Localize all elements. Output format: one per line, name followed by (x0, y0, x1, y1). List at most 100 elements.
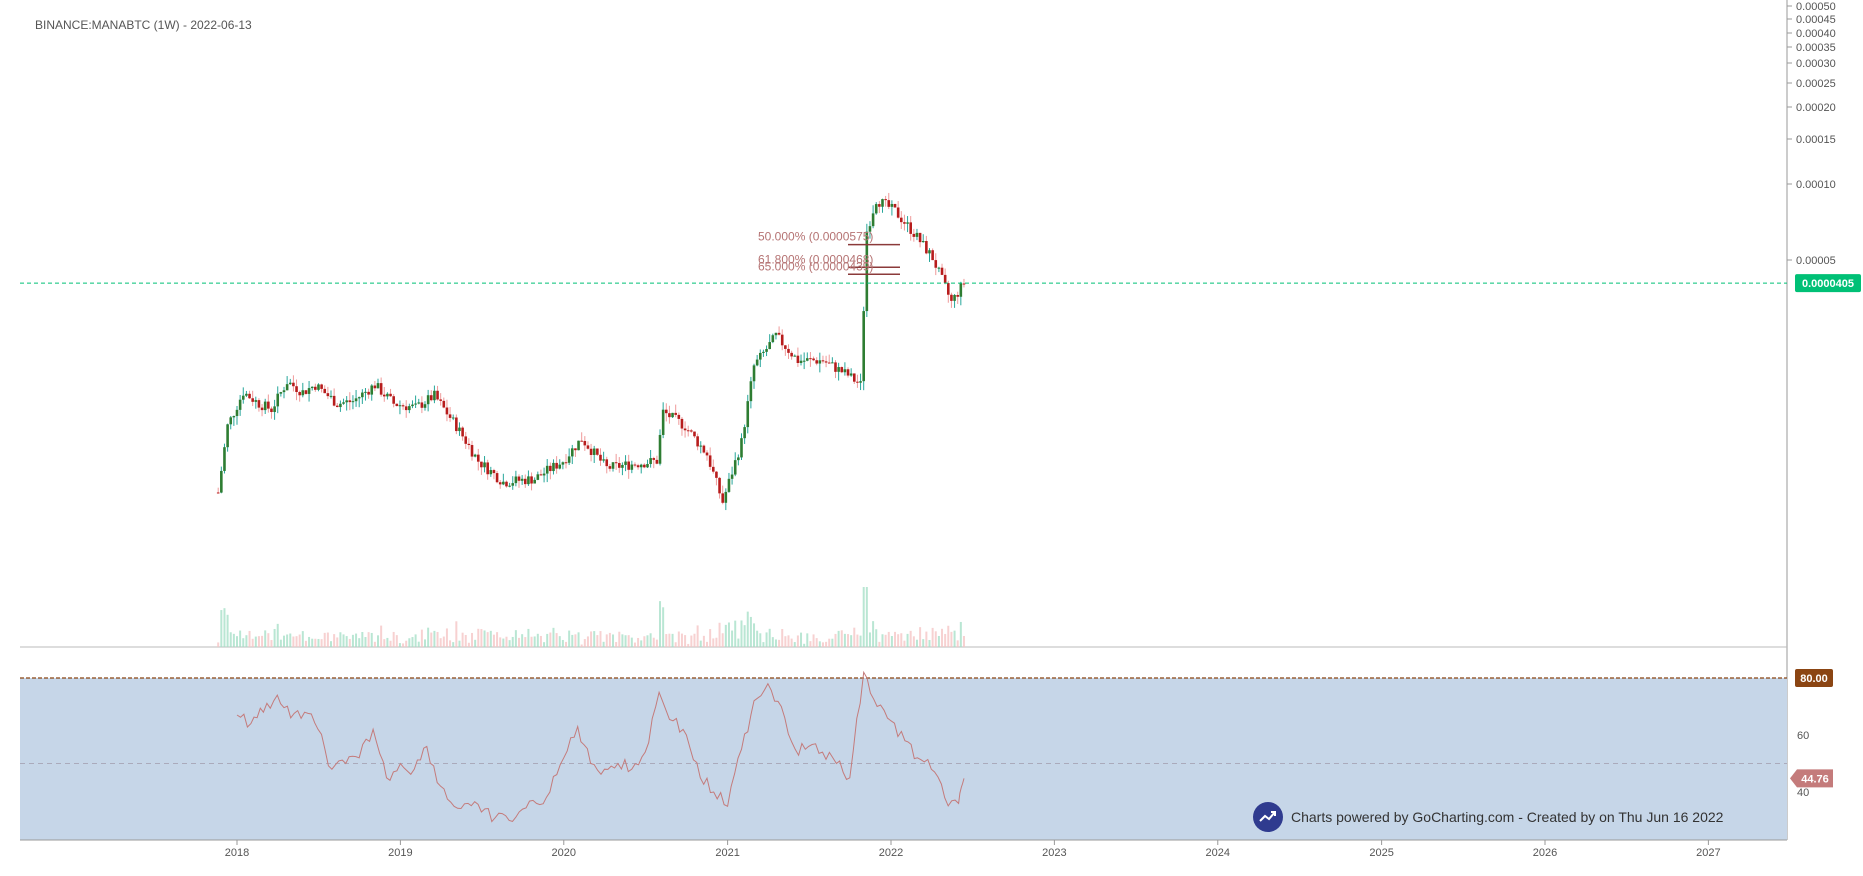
volume-bar (762, 642, 765, 647)
candle-body (752, 365, 756, 382)
volume-bar (859, 635, 862, 647)
volume-bar (815, 638, 818, 647)
candle-body (433, 390, 436, 401)
candle-body (630, 464, 634, 470)
candle-body (574, 448, 577, 451)
candle-body (865, 231, 869, 312)
volume-bar (668, 633, 671, 647)
volume-bar (706, 641, 709, 647)
candle-body (727, 478, 731, 492)
volume-bar (652, 637, 655, 647)
rsi-last-tag (1790, 769, 1833, 788)
candle-body (699, 445, 703, 447)
time-tick-label: 2022 (879, 847, 903, 859)
watermark: Charts powered by GoCharting.com - Creat… (1253, 802, 1723, 832)
volume-bar (774, 639, 777, 647)
candle-body (414, 403, 417, 405)
candle-body (345, 400, 348, 403)
candle-body (749, 381, 753, 402)
candle-body (342, 402, 345, 404)
volume-bar (778, 639, 781, 647)
volume-bar (226, 614, 229, 647)
candle-body (746, 401, 750, 428)
volume-bar (756, 630, 759, 647)
candle-body (373, 385, 377, 389)
candle-body (370, 385, 374, 395)
candle-body (555, 462, 558, 469)
candle-body (492, 470, 496, 474)
candle-body (696, 436, 699, 447)
rsi-tick-label: 60 (1797, 730, 1809, 742)
volume-bar (433, 630, 436, 647)
volume-bar (311, 638, 314, 647)
candle-body (664, 409, 668, 414)
volume-bar (336, 637, 339, 647)
volume-bar (887, 631, 890, 647)
candle-body (527, 476, 530, 485)
candle-body (680, 418, 684, 429)
candle-body (611, 462, 615, 469)
volume-bar (627, 635, 630, 647)
candle-body (461, 427, 464, 437)
volume-bar (953, 630, 956, 647)
volume-bar (890, 636, 893, 647)
candle-body (649, 458, 652, 465)
candle-body (480, 461, 483, 468)
volume-bar (590, 631, 593, 647)
candle-body (633, 464, 637, 466)
volume-bar (273, 628, 276, 647)
rsi-overbought-label: 80.00 (1800, 673, 1828, 685)
volume-bar (257, 636, 260, 647)
candle-body (881, 199, 884, 207)
volume-bar (680, 633, 683, 647)
candle-body (404, 406, 408, 411)
candle-body (426, 395, 430, 405)
volume-bar (796, 635, 799, 647)
candle-body (220, 470, 223, 493)
volume-bar (731, 630, 734, 647)
candle-body (455, 417, 458, 432)
time-tick-label: 2026 (1533, 847, 1557, 859)
price-tick-label: 0.00020 (1796, 102, 1836, 114)
volume-bar (518, 637, 521, 647)
candle-body (768, 342, 771, 350)
volume-bar (928, 639, 931, 647)
volume-bar (323, 632, 326, 647)
volume-bar (452, 642, 455, 647)
volume-bar (345, 636, 348, 647)
volume-bar (868, 632, 871, 647)
candle-body (298, 392, 301, 396)
candle-body (467, 443, 471, 446)
volume-bar (449, 640, 452, 647)
candle-body (652, 458, 656, 460)
candle-body (740, 438, 743, 458)
candle-body (270, 408, 273, 413)
volume-bar (818, 641, 821, 647)
candle-body (878, 204, 881, 207)
volume-bar (330, 641, 333, 647)
candle-body (348, 400, 352, 403)
candle-body (893, 203, 897, 208)
watermark-text: Charts powered by GoCharting.com - Creat… (1291, 809, 1724, 825)
fib-level-label: 61.800% (0.0000468) (758, 252, 873, 266)
volume-bar (502, 638, 505, 647)
candle-body (674, 412, 677, 415)
candle-body (223, 447, 226, 471)
volume-bar (499, 637, 502, 647)
volume-bar (919, 627, 922, 647)
volume-bar (367, 632, 370, 647)
candle-body (655, 459, 659, 464)
volume-bar (436, 631, 439, 647)
volume-bar (659, 601, 662, 647)
volume-bar (236, 636, 238, 647)
volume-bar (571, 634, 574, 647)
candle-body (602, 459, 605, 461)
candle-body (558, 464, 562, 469)
volume-bar (624, 635, 627, 647)
volume-bar (558, 636, 561, 647)
volume-bar (878, 641, 881, 647)
candle-body (896, 207, 900, 218)
volume-bar (781, 629, 784, 647)
candle-body (755, 359, 759, 366)
volume-bar (283, 635, 286, 647)
